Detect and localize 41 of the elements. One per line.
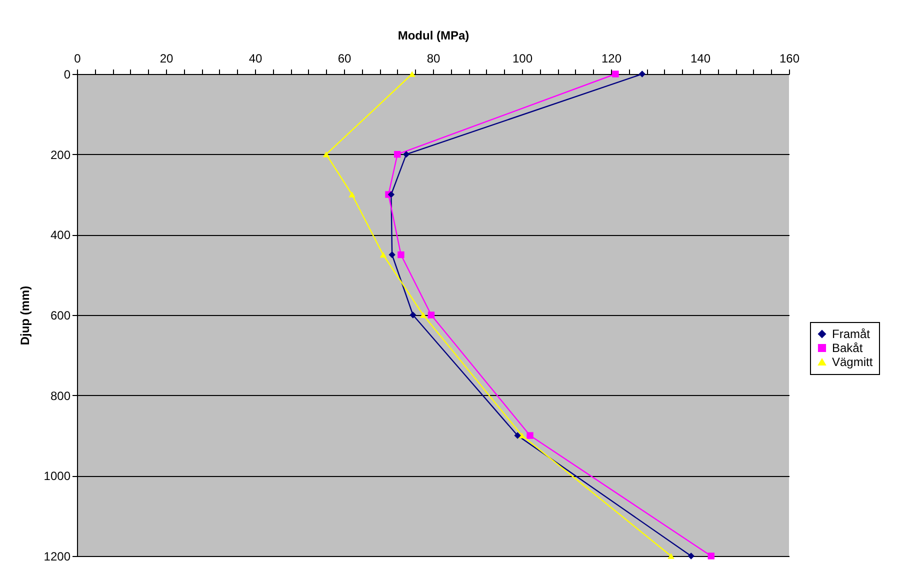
x-tick-label: 0 [74, 52, 82, 66]
point [428, 312, 435, 318]
point [394, 150, 401, 158]
y-tick-label: 800 [50, 388, 71, 403]
point [518, 432, 526, 438]
point [708, 552, 714, 560]
point [348, 192, 356, 198]
x-axis-title: Modul (MPa) [398, 28, 470, 42]
x-tick-label: 120 [601, 52, 622, 66]
point [410, 312, 416, 318]
legend-label: Vägmitt [832, 355, 874, 369]
y-tick-label: 0 [64, 68, 71, 82]
y-axis-title: Djup (mm) [18, 286, 32, 346]
x-tick-label: 160 [779, 52, 800, 66]
x-tick-label: 20 [160, 52, 174, 66]
x-tick-label: 40 [248, 52, 262, 66]
x-tick-label: 60 [338, 52, 352, 66]
point [612, 70, 619, 78]
point [688, 552, 694, 560]
point [402, 150, 410, 158]
point [380, 252, 387, 258]
y-tick-label: 200 [50, 148, 71, 162]
point [398, 251, 404, 258]
legend-label: Framåt [832, 327, 871, 341]
point [668, 553, 674, 559]
y-tick-label: 400 [50, 228, 71, 242]
point [420, 312, 427, 318]
y-tick-label: 1000 [44, 469, 71, 484]
legend-label: Bakåt [832, 341, 864, 355]
y-tick-label: 600 [50, 308, 71, 322]
point [638, 70, 646, 78]
point [322, 151, 330, 158]
point [408, 71, 416, 77]
x-tick-label: 100 [512, 52, 533, 66]
y-tick-label: 1200 [44, 550, 71, 564]
point [388, 191, 395, 198]
point [388, 251, 396, 258]
x-tick-label: 140 [690, 52, 711, 66]
point [514, 432, 521, 439]
point [526, 432, 534, 439]
x-tick-label: 80 [426, 52, 440, 66]
